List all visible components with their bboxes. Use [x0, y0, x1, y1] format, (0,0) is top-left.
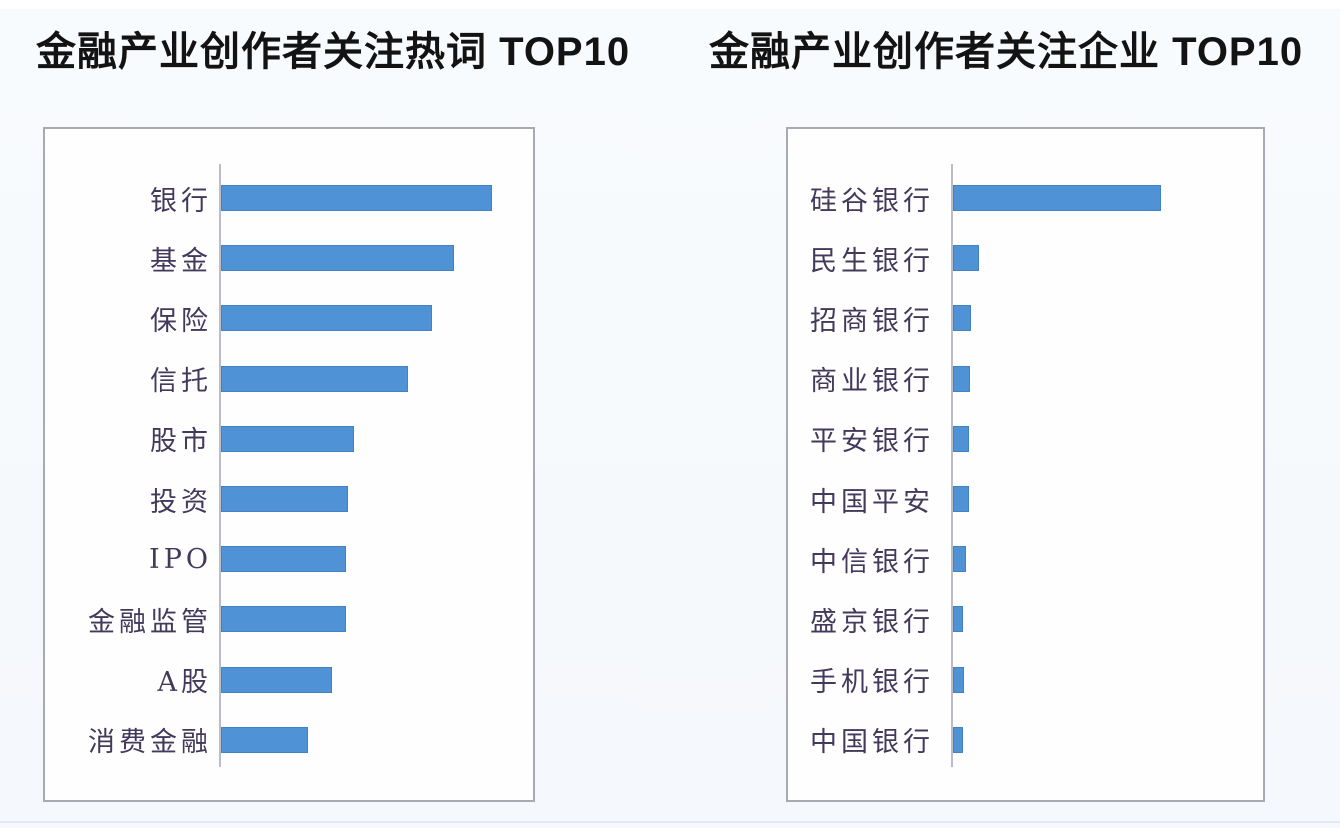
plot-cell [219, 305, 533, 332]
value-bar [221, 425, 354, 452]
chart-row: 硅谷银行 [788, 168, 1263, 228]
chart-row: 中信银行 [788, 529, 1263, 589]
category-label: 平安银行 [810, 426, 934, 458]
bar-rows: 硅谷银行民生银行招商银行商业银行平安银行中国平安中信银行盛京银行手机银行中国银行 [788, 168, 1263, 770]
top-strip [0, 0, 1340, 9]
plot-cell [219, 666, 533, 693]
value-bar [953, 666, 965, 693]
plot-cell [219, 425, 533, 452]
plot-cell [951, 365, 1263, 392]
value-bar [221, 606, 346, 633]
category-label: 投资 [150, 486, 212, 518]
plot-cell [219, 365, 533, 392]
category-label: 中国银行 [810, 727, 934, 759]
chart-title-companies: 金融产业创作者关注企业 TOP10 [709, 30, 1304, 74]
category-label: 银行 [150, 185, 212, 217]
chart-row: 股市 [45, 409, 533, 469]
plot-cell [951, 245, 1263, 272]
chart-row: 金融监管 [45, 589, 533, 649]
chart-row: 中国平安 [788, 469, 1263, 529]
plot-cell [951, 486, 1263, 513]
chart-row: 招商银行 [788, 288, 1263, 348]
plot-cell [951, 185, 1263, 212]
chart-panel-companies: 硅谷银行民生银行招商银行商业银行平安银行中国平安中信银行盛京银行手机银行中国银行 [786, 127, 1265, 802]
chart-row: 民生银行 [788, 228, 1263, 288]
chart-row: 平安银行 [788, 409, 1263, 469]
bottom-divider [0, 821, 1340, 823]
plot-cell [951, 726, 1263, 753]
category-label: 手机银行 [810, 667, 934, 699]
chart-row: 保险 [45, 288, 533, 348]
category-label: 商业银行 [810, 366, 934, 398]
chart-row: 银行 [45, 168, 533, 228]
plot-cell [951, 606, 1263, 633]
chart-panel-hot-words: 银行基金保险信托股市投资 IPO 金融监管 A股消费金融 [43, 127, 535, 802]
value-bar [221, 305, 433, 332]
value-bar [953, 486, 970, 513]
category-label: 招商银行 [810, 305, 934, 337]
value-bar [221, 365, 408, 392]
plot-cell [951, 546, 1263, 573]
chart-row: A股 [45, 650, 533, 710]
category-label: 中信银行 [810, 546, 934, 578]
category-label: A股 [157, 667, 212, 699]
chart-row: 盛京银行 [788, 589, 1263, 649]
plot-cell [951, 666, 1263, 693]
value-bar [953, 726, 964, 753]
chart-row: 信托 [45, 349, 533, 409]
chart-row: 基金 [45, 228, 533, 288]
bar-rows: 银行基金保险信托股市投资 IPO 金融监管 A股消费金融 [45, 168, 533, 770]
value-bar [221, 185, 492, 212]
plot-cell [219, 726, 533, 753]
category-label: 股市 [150, 426, 212, 458]
chart-row: IPO [45, 529, 533, 589]
value-bar [221, 666, 332, 693]
value-bar [953, 365, 971, 392]
chart-row: 投资 [45, 469, 533, 529]
category-label: 民生银行 [810, 245, 934, 277]
chart-row: 中国银行 [788, 710, 1263, 770]
plot-cell [219, 486, 533, 513]
category-label: 消费金融 [88, 727, 212, 759]
category-label: 保险 [150, 305, 212, 337]
category-label: 信托 [150, 366, 212, 398]
category-label: 基金 [150, 245, 212, 277]
value-bar [221, 486, 349, 513]
chart-row: 手机银行 [788, 650, 1263, 710]
value-bar [953, 546, 967, 573]
plot-cell [951, 425, 1263, 452]
plot-cell [219, 185, 533, 212]
value-bar [221, 245, 454, 272]
value-bar [953, 425, 970, 452]
plot-cell [219, 546, 533, 573]
category-label: IPO [149, 543, 212, 575]
y-axis-line [951, 164, 953, 767]
plot-cell [219, 245, 533, 272]
plot-cell [219, 606, 533, 633]
category-label: 硅谷银行 [810, 185, 934, 217]
category-label: 盛京银行 [810, 606, 934, 638]
category-label: 金融监管 [88, 606, 212, 638]
value-bar [953, 245, 979, 272]
category-label: 中国平安 [810, 486, 934, 518]
chart-row: 商业银行 [788, 349, 1263, 409]
value-bar [953, 606, 963, 633]
chart-title-hot-words: 金融产业创作者关注热词 TOP10 [36, 30, 631, 74]
value-bar [221, 546, 346, 573]
chart-row: 消费金融 [45, 710, 533, 770]
plot-cell [951, 305, 1263, 332]
value-bar [953, 305, 972, 332]
value-bar [221, 726, 308, 753]
y-axis-line [219, 164, 221, 767]
value-bar [953, 185, 1161, 212]
